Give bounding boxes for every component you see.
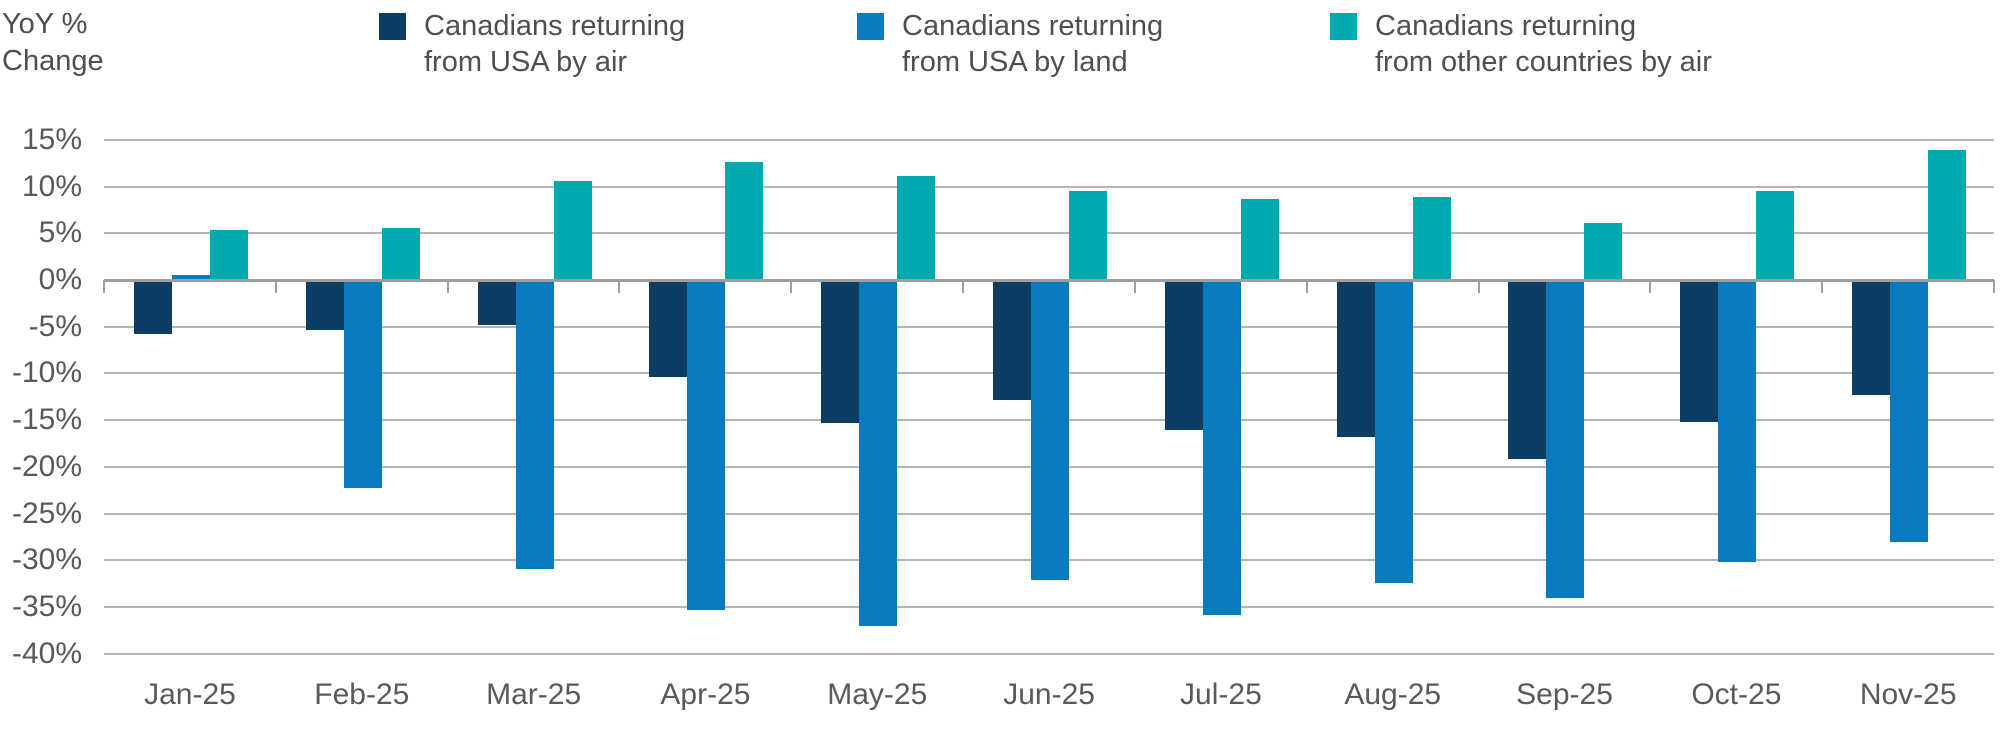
- y-axis-tick-label: 5%: [38, 216, 82, 250]
- bar-usa-land-Apr-25: [687, 280, 726, 610]
- bar-other-air-May-25: [897, 176, 936, 280]
- x-axis-tick: [1993, 280, 1995, 293]
- legend-label-usa-land-line1: Canadians returning: [902, 10, 1164, 42]
- bar-usa-air-Mar-25: [477, 280, 516, 325]
- bar-usa-land-Jul-25: [1202, 280, 1241, 615]
- bar-other-air-Apr-25: [725, 162, 764, 280]
- y-axis-tick-label: -35%: [11, 590, 82, 624]
- y-axis-tick-label: -20%: [11, 449, 82, 483]
- x-axis-tick: [618, 280, 621, 293]
- bar-other-air-Mar-25: [553, 180, 592, 280]
- x-axis-tick: [1133, 280, 1136, 293]
- x-axis-label-Jan-25: Jan-25: [144, 678, 236, 711]
- gridline: [104, 138, 1994, 141]
- legend-label-usa-air-line1: Canadians returning: [424, 10, 686, 42]
- legend-label-other-air: Canadians returning from other countries…: [1375, 8, 1712, 80]
- bar-usa-air-Jul-25: [1164, 280, 1203, 430]
- x-axis-label-May-25: May-25: [827, 678, 928, 711]
- bar-other-air-Feb-25: [381, 227, 420, 280]
- y-axis-tick-label: 0%: [38, 263, 82, 296]
- legend-item-other-air: Canadians returning from other countries…: [1330, 8, 1712, 80]
- bar-usa-land-Sep-25: [1546, 280, 1585, 598]
- bar-usa-air-Jan-25: [133, 280, 172, 335]
- y-axis-tick-label: 10%: [21, 169, 82, 203]
- legend: Canadians returning from USA by air Cana…: [0, 8, 2000, 88]
- legend-label-usa-land: Canadians returning from USA by land: [902, 8, 1163, 80]
- x-axis-tick: [274, 280, 277, 293]
- bar-other-air-Jun-25: [1069, 191, 1107, 280]
- gridline: [104, 232, 1994, 235]
- bar-usa-land-May-25: [859, 280, 898, 626]
- gridline: [104, 652, 1994, 655]
- y-axis-title-line2: Change: [2, 45, 104, 77]
- x-axis-label-Oct-25: Oct-25: [1691, 678, 1782, 711]
- bar-usa-air-Nov-25: [1852, 280, 1891, 395]
- y-axis-tick-label: -10%: [11, 356, 82, 390]
- x-axis-label-Jul-25: Jul-25: [1180, 678, 1262, 711]
- y-axis-tick-label: -15%: [11, 403, 82, 437]
- bar-usa-land-Aug-25: [1374, 280, 1413, 583]
- y-axis-title-line1: YoY %: [2, 8, 88, 40]
- x-axis-tick: [1305, 280, 1308, 293]
- bar-other-air-Oct-25: [1756, 191, 1795, 280]
- legend-label-other-air-line2: from other countries by air: [1375, 46, 1712, 78]
- bar-usa-land-Mar-25: [515, 280, 554, 569]
- x-axis-label-Feb-25: Feb-25: [314, 678, 410, 711]
- legend-swatch-usa-land-icon: [857, 13, 884, 40]
- gridline: [104, 606, 1994, 609]
- bar-usa-air-Jun-25: [993, 280, 1031, 400]
- legend-label-usa-air-line2: from USA by air: [424, 46, 628, 78]
- x-axis-tick: [1821, 280, 1824, 293]
- x-axis-label-Aug-25: Aug-25: [1344, 678, 1442, 711]
- legend-item-usa-land: Canadians returning from USA by land: [857, 8, 1163, 80]
- bar-usa-land-Nov-25: [1890, 280, 1929, 542]
- bar-usa-air-Aug-25: [1336, 280, 1375, 437]
- bar-usa-land-Feb-25: [343, 280, 382, 489]
- x-axis-tick: [790, 280, 793, 293]
- bar-other-air-Jan-25: [209, 229, 248, 280]
- x-axis-label-Apr-25: Apr-25: [660, 678, 751, 711]
- legend-label-usa-land-line2: from USA by land: [902, 46, 1128, 78]
- x-axis-tick: [1649, 280, 1652, 293]
- legend-swatch-usa-air-icon: [379, 13, 406, 40]
- legend-item-usa-air: Canadians returning from USA by air: [379, 8, 685, 80]
- x-axis-label-Nov-25: Nov-25: [1859, 678, 1957, 711]
- bar-usa-air-May-25: [821, 280, 860, 423]
- bar-usa-air-Oct-25: [1680, 280, 1719, 423]
- bar-usa-land-Jan-25: [171, 275, 210, 280]
- bar-other-air-Nov-25: [1928, 150, 1967, 280]
- x-axis-tick: [962, 280, 965, 293]
- legend-label-usa-air: Canadians returning from USA by air: [424, 8, 685, 80]
- x-axis-label-Sep-25: Sep-25: [1516, 678, 1613, 711]
- x-axis-tick: [446, 280, 449, 293]
- y-axis-tick-label: -5%: [28, 309, 82, 343]
- x-axis-label-Mar-25: Mar-25: [486, 678, 582, 711]
- zero-axis-line: [104, 279, 1994, 282]
- bar-usa-land-Oct-25: [1718, 280, 1757, 563]
- x-axis-tick: [1477, 280, 1480, 293]
- bar-usa-air-Sep-25: [1508, 280, 1547, 460]
- bar-other-air-Jul-25: [1240, 198, 1279, 280]
- y-axis-tick-label: 15%: [21, 122, 82, 156]
- legend-swatch-other-air-icon: [1330, 13, 1357, 40]
- y-axis-tick-label: -40%: [11, 636, 82, 670]
- legend-label-other-air-line1: Canadians returning: [1375, 10, 1637, 42]
- bar-usa-air-Apr-25: [649, 280, 688, 378]
- bar-usa-air-Feb-25: [305, 280, 344, 331]
- gridline: [104, 185, 1994, 188]
- y-axis-tick-label: -25%: [11, 496, 82, 530]
- x-axis-label-Jun-25: Jun-25: [1003, 678, 1095, 711]
- x-axis-tick: [103, 280, 105, 293]
- bar-usa-land-Jun-25: [1031, 280, 1069, 580]
- y-axis-title: YoY % Change: [2, 6, 104, 80]
- bar-other-air-Sep-25: [1584, 222, 1623, 280]
- y-axis-tick-label: -30%: [11, 543, 82, 577]
- bar-other-air-Aug-25: [1412, 196, 1451, 280]
